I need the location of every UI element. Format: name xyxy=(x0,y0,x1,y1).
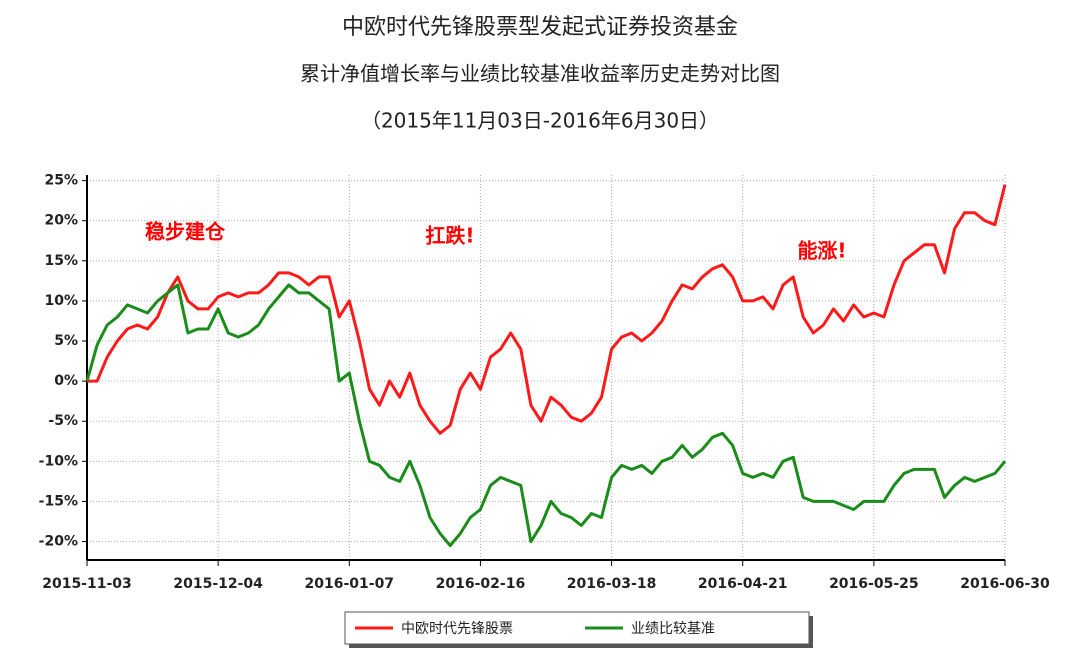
x-tick-label: 2016-06-30 xyxy=(960,576,1050,592)
y-tick-label: 15% xyxy=(44,253,78,269)
y-tick-label: 0% xyxy=(54,373,78,389)
series-line xyxy=(85,283,1007,548)
x-tick-label: 2016-01-07 xyxy=(305,576,395,592)
annotation: 能涨! xyxy=(797,239,846,263)
y-tick-label: 20% xyxy=(44,213,78,229)
series-line xyxy=(87,184,1007,435)
chart-period: （2015年11月03日-2016年6月30日） xyxy=(361,109,719,133)
legend-box xyxy=(344,611,810,645)
y-tick-label: 10% xyxy=(44,293,78,309)
annotation: 扛跌! xyxy=(425,224,474,248)
y-tick-label: -15% xyxy=(39,493,78,509)
chart-subtitle: 累计净值增长率与业绩比较基准收益率历史走势对比图 xyxy=(300,62,780,86)
chart-title: 中欧时代先锋股票型发起式证券投资基金 xyxy=(342,15,738,40)
y-tick-label: -20% xyxy=(39,534,78,550)
legend-label: 中欧时代先锋股票 xyxy=(401,621,513,637)
y-tick-label: 25% xyxy=(44,173,78,189)
y-tick-label: -10% xyxy=(39,453,78,469)
annotation: 稳步建仓 xyxy=(145,220,226,244)
y-tick-label: 5% xyxy=(54,333,78,349)
x-tick-label: 2016-05-25 xyxy=(829,576,919,592)
x-tick-label: 2016-02-16 xyxy=(436,576,526,592)
legend-label: 业绩比较基准 xyxy=(631,620,715,637)
x-tick-label: 2015-12-04 xyxy=(173,576,263,592)
y-tick-label: -5% xyxy=(48,413,78,429)
x-tick-label: 2015-11-03 xyxy=(42,576,132,592)
x-tick-label: 2016-03-18 xyxy=(567,576,657,592)
x-tick-label: 2016-04-21 xyxy=(698,576,788,592)
